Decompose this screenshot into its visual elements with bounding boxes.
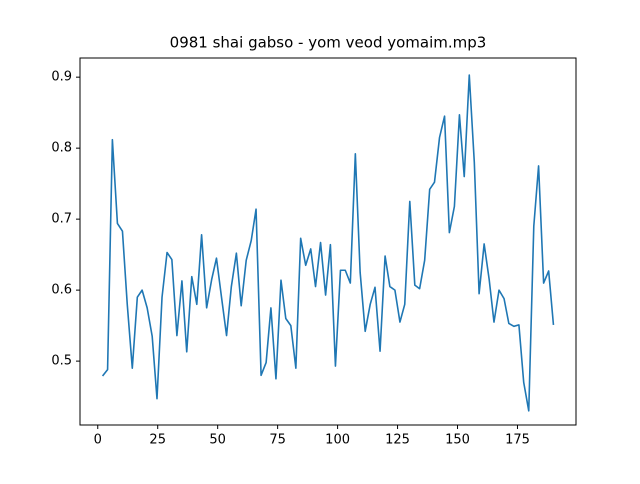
x-tick-label: 100	[325, 433, 350, 448]
x-tick-label: 125	[385, 433, 410, 448]
x-tick-label: 75	[269, 433, 286, 448]
x-tick-label: 0	[94, 433, 102, 448]
chart-title: 0981 shai gabso - yom veod yomaim.mp3	[170, 34, 487, 52]
y-tick-label: 0.8	[51, 141, 72, 156]
data-line	[101, 74, 555, 412]
axes-frame	[79, 57, 577, 426]
x-tick-label: 25	[149, 433, 166, 448]
x-tick-label: 150	[445, 433, 470, 448]
x-tick-label: 175	[505, 433, 530, 448]
x-tick-label: 50	[209, 433, 226, 448]
y-tick-label: 0.7	[51, 212, 72, 227]
y-tick-label: 0.6	[51, 283, 72, 298]
y-tick-label: 0.9	[51, 70, 72, 85]
y-tick-label: 0.5	[51, 354, 72, 369]
